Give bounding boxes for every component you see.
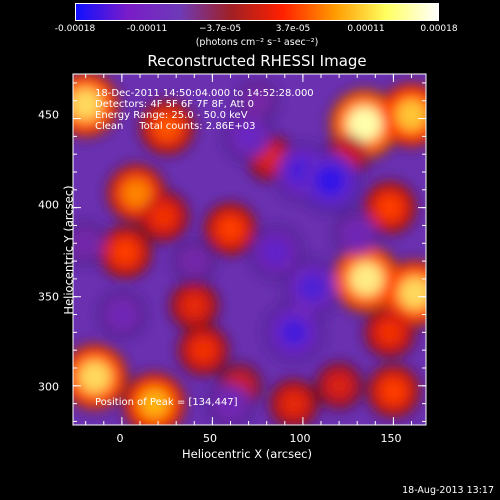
heatmap-blob-core [184, 251, 205, 271]
x-tick-label: 150 [380, 432, 402, 445]
heatmap-blob-core [328, 374, 351, 397]
heatmap-blob-core [349, 261, 384, 296]
heatmap-blob-core [282, 392, 306, 416]
heatmap-blob-core [380, 378, 407, 404]
info-energy-range: Energy Range: 25.0 - 50.0 keV [95, 110, 248, 121]
heatmap-blob-core [377, 320, 402, 345]
y-tick-label: 450 [38, 108, 59, 122]
heatmap-blob-core [263, 239, 289, 265]
y-axis-label: Heliocentric Y (arcsec) [61, 185, 76, 315]
colorbar [75, 3, 439, 21]
heatmap-blob-core [219, 392, 242, 415]
colorbar-unit-label: (photons cm⁻² s⁻¹ asec⁻²) [195, 37, 319, 48]
heatmap-blob-core [122, 179, 151, 208]
axis-ticks [73, 74, 426, 425]
heatmap-blobs [73, 74, 426, 425]
colorbar-tick-label: 0.00018 [420, 24, 458, 34]
plot-frame [72, 73, 427, 426]
info-time-range: 18-Dec-2011 14:50:04.000 to 14:52:28.000 [95, 88, 314, 99]
heatmap-blob-core [153, 114, 181, 141]
colorbar-tick-label: 3.7e-05 [275, 24, 311, 34]
plot-timestamp: 18-Aug-2013 13:17 [402, 485, 494, 496]
heatmap-image [73, 74, 426, 425]
colorbar-tick-label: −3.7e-05 [198, 24, 242, 34]
heatmap-blob-core [314, 165, 346, 197]
info-detectors: Detectors: 4F 5F 6F 7F 8F, Att 0 [95, 99, 255, 110]
heatmap-blob-core [139, 388, 170, 420]
heatmap-blob-core [75, 233, 96, 254]
x-tick-label: 50 [203, 432, 217, 445]
chart-title: Reconstructed RHESSI Image [147, 52, 367, 70]
heatmap-blob-core [395, 99, 426, 131]
y-tick-label: 350 [38, 290, 59, 304]
heatmap-blob-core [217, 216, 244, 242]
y-tick-label: 300 [38, 380, 59, 394]
colorbar-tick-label: -0.00018 [54, 24, 96, 34]
heatmap-blob-core [346, 223, 369, 246]
heatmap-blob-core [248, 91, 267, 111]
x-tick-label: 0 [116, 432, 124, 445]
heatmap-blob-core [377, 194, 403, 221]
heatmap-blob-core [236, 124, 261, 149]
heatmap-blob-core [73, 87, 103, 121]
y-tick-label: 400 [38, 198, 59, 212]
colorbar-tick-label: -0.00011 [126, 24, 168, 34]
colorbar-tick-label: 0.00011 [347, 24, 385, 34]
x-tick-label: 100 [289, 432, 311, 445]
heatmap-blob-core [112, 239, 139, 265]
heatmap-blob-core [298, 274, 326, 302]
heatmap-blob-core [191, 338, 216, 363]
heatmap-blob-core [279, 318, 309, 347]
heatmap-blob-core [78, 360, 112, 394]
info-method-counts: Clean Total counts: 2.86E+03 [95, 121, 256, 132]
heatmap-blob-core [259, 146, 282, 169]
peak-position-label: Position of Peak = [134,447] [95, 397, 238, 408]
heatmap-blob-core [110, 303, 133, 326]
heatmap-blob-core [398, 276, 426, 310]
heatmap-blob-core [151, 204, 176, 229]
x-axis-label: Heliocentric X (arcsec) [182, 447, 312, 461]
heatmap-blob-core [346, 106, 383, 142]
heatmap-blob-core [182, 294, 206, 318]
